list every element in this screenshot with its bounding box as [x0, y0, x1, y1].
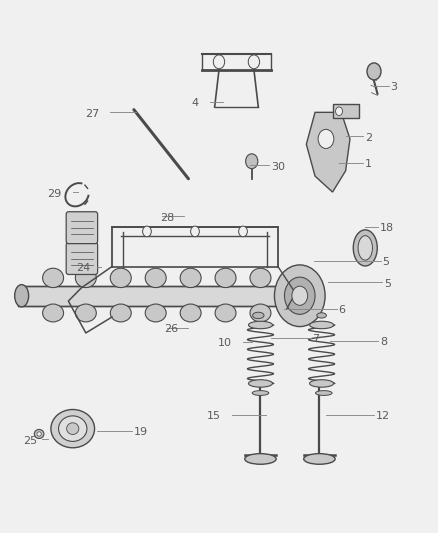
Polygon shape: [306, 112, 350, 192]
Circle shape: [246, 154, 258, 168]
Text: 5: 5: [382, 257, 389, 267]
Text: 30: 30: [271, 161, 285, 172]
Circle shape: [248, 55, 260, 69]
Ellipse shape: [75, 268, 96, 288]
Text: 28: 28: [160, 213, 174, 223]
Ellipse shape: [248, 379, 272, 387]
Text: 10: 10: [218, 338, 232, 348]
Circle shape: [191, 226, 199, 237]
Ellipse shape: [59, 416, 87, 441]
Circle shape: [367, 63, 381, 80]
Ellipse shape: [250, 268, 271, 288]
Text: 6: 6: [339, 305, 346, 315]
Ellipse shape: [353, 230, 377, 266]
Ellipse shape: [42, 268, 64, 288]
Ellipse shape: [34, 430, 44, 439]
Ellipse shape: [110, 304, 131, 322]
Ellipse shape: [317, 313, 326, 318]
Ellipse shape: [145, 268, 166, 288]
Circle shape: [292, 286, 307, 305]
Circle shape: [318, 130, 334, 149]
Text: 25: 25: [23, 436, 37, 446]
Ellipse shape: [253, 312, 264, 319]
Text: 1: 1: [365, 159, 372, 169]
Text: 8: 8: [380, 337, 387, 347]
Ellipse shape: [310, 379, 334, 387]
Text: 26: 26: [164, 324, 178, 334]
FancyBboxPatch shape: [66, 243, 98, 274]
Ellipse shape: [252, 391, 269, 395]
Ellipse shape: [215, 304, 236, 322]
Text: 29: 29: [47, 189, 61, 199]
Text: 18: 18: [380, 223, 394, 233]
Circle shape: [285, 277, 315, 314]
Ellipse shape: [51, 409, 95, 448]
Bar: [332, 104, 359, 118]
Ellipse shape: [245, 454, 276, 464]
Bar: [18, 286, 300, 306]
Circle shape: [143, 226, 151, 237]
Ellipse shape: [67, 423, 79, 434]
Ellipse shape: [75, 304, 96, 322]
Text: 2: 2: [365, 133, 372, 143]
Ellipse shape: [180, 304, 201, 322]
Circle shape: [213, 55, 225, 69]
Text: 12: 12: [376, 411, 390, 422]
Ellipse shape: [180, 268, 201, 288]
Ellipse shape: [358, 236, 372, 260]
Ellipse shape: [42, 304, 64, 322]
Ellipse shape: [215, 268, 236, 288]
Ellipse shape: [250, 304, 271, 322]
Text: 3: 3: [391, 82, 398, 92]
Ellipse shape: [110, 268, 131, 288]
Circle shape: [275, 265, 325, 327]
Text: 5: 5: [384, 279, 391, 288]
Circle shape: [239, 226, 247, 237]
Text: 7: 7: [312, 334, 320, 344]
Ellipse shape: [145, 304, 166, 322]
Ellipse shape: [14, 285, 28, 307]
Text: 4: 4: [191, 98, 198, 108]
Circle shape: [336, 107, 343, 116]
Text: 27: 27: [85, 109, 99, 119]
Ellipse shape: [248, 321, 272, 329]
FancyBboxPatch shape: [66, 212, 98, 244]
Text: 24: 24: [76, 263, 90, 272]
Ellipse shape: [37, 432, 41, 436]
Ellipse shape: [310, 321, 334, 329]
Ellipse shape: [315, 391, 332, 395]
Ellipse shape: [304, 454, 335, 464]
Text: 15: 15: [207, 411, 221, 422]
Text: 19: 19: [134, 427, 148, 438]
